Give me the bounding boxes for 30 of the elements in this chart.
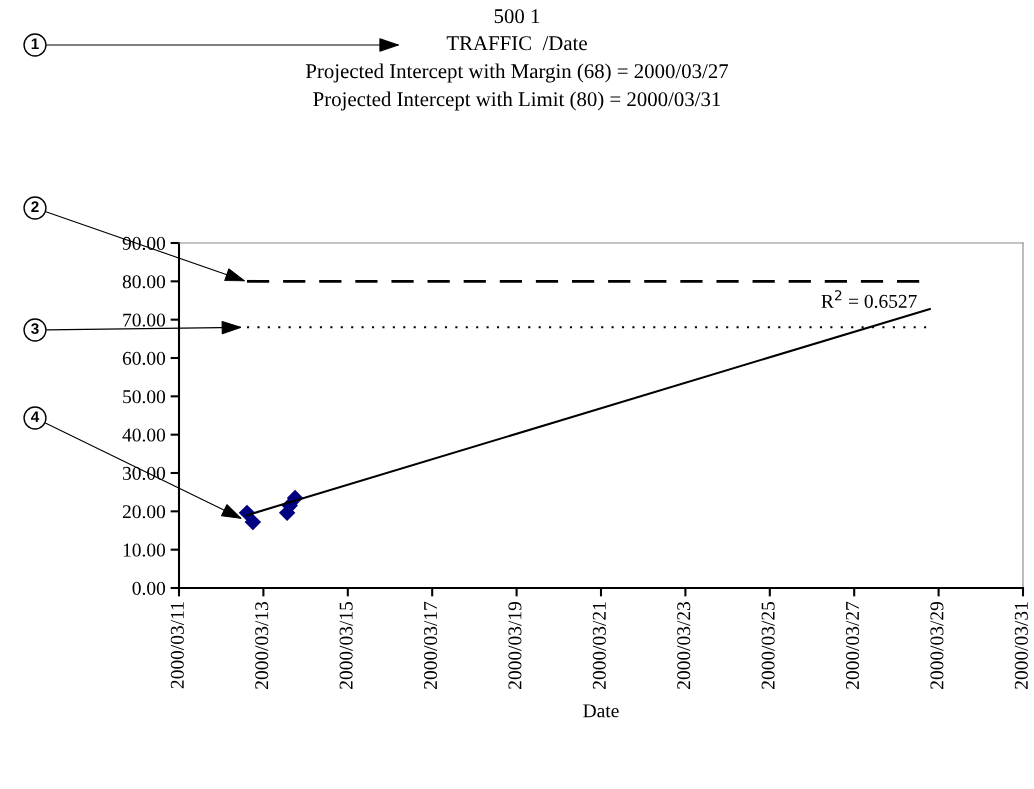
y-tick-label: 40.00 [122, 428, 166, 442]
y-tick-label: 0.00 [132, 581, 166, 596]
annotation: R$^{2}$ = 0.6527 [821, 290, 917, 308]
x-tick-label: 2000/03/31 [1014, 602, 1028, 689]
annotation: 3 [31, 323, 39, 335]
x-tick-label: 2000/03/23 [677, 601, 691, 689]
annotation: 4 [30, 411, 40, 422]
x-tick-label: 2000/03/11 [170, 602, 184, 689]
x-tick-label: 2000/03/21 [592, 602, 606, 689]
x-tick-label: 2000/03/17 [423, 601, 438, 689]
y-tick-label: 10.00 [123, 543, 166, 557]
y-tick-label: 50.00 [123, 390, 166, 404]
x-tick-label: 2000/03/19 [508, 601, 522, 689]
text: Projected Intercept with Limit (80) = 2000/03/31 [313, 91, 721, 111]
x-tick-label: 2000/03/15 [339, 601, 353, 689]
annotation: 2 [31, 201, 39, 212]
text: Projected Intercept with Margin (68) = 2000/03/27 [305, 63, 729, 83]
text: 1 [31, 38, 39, 49]
x-axis-title: Date [583, 704, 619, 718]
y-tick-label: 70.00 [123, 313, 166, 327]
y-tick-label: 80.00 [122, 275, 166, 289]
point [244, 513, 262, 531]
x-tick-label: 2000/03/25 [761, 601, 775, 689]
y-tick-label: 60.00 [122, 351, 166, 366]
x-tick-label: 2000/03/13 [255, 601, 269, 689]
x-tick-label: 2000/03/27 [845, 601, 860, 689]
chart-title: 500 1 [494, 9, 540, 24]
chart-subtitle: TRAFFIC /Date [446, 36, 587, 51]
x-tick-label: 2000/03/29 [930, 601, 944, 689]
y-tick-label: 20.00 [122, 505, 166, 519]
